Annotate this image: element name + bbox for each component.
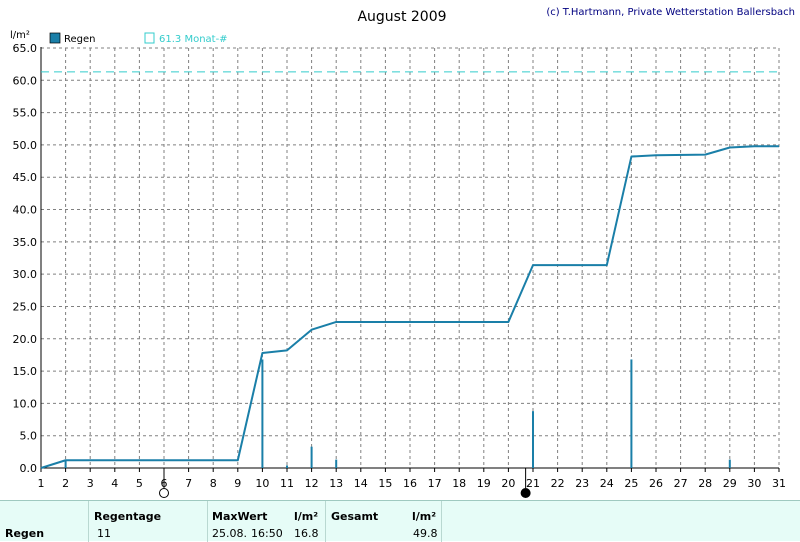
x-tick-label: 4 (111, 477, 118, 490)
x-tick-label: 23 (575, 477, 589, 490)
rain-bar (728, 459, 731, 468)
x-tick-label: 17 (428, 477, 442, 490)
x-tick-label: 3 (87, 477, 94, 490)
new-moon-icon (520, 488, 531, 498)
rain-bar (532, 411, 534, 468)
stats-divider (207, 501, 208, 542)
y-tick-label: 60.0 (13, 74, 38, 87)
x-tick-label: 10 (255, 477, 269, 490)
rain-bar (310, 446, 313, 468)
full-moon-icon (159, 488, 169, 498)
rain-bar (286, 465, 288, 468)
y-tick-label: 20.0 (13, 333, 38, 346)
regentage-value: 11 (97, 527, 111, 540)
y-tick-label: 40.0 (13, 204, 38, 217)
x-tick-label: 27 (674, 477, 688, 490)
x-tick-label: 5 (136, 477, 143, 490)
cumulative-rain-line (40, 145, 779, 469)
y-tick-label: 25.0 (13, 300, 38, 313)
regentage-header: Regentage (94, 510, 162, 523)
rain-bar (335, 459, 338, 468)
x-tick-label: 31 (772, 477, 786, 490)
x-tick-label: 9 (234, 477, 241, 490)
maxwert-unit: l/m² (294, 510, 319, 523)
y-tick-label: 10.0 (13, 397, 38, 410)
stats-divider (88, 501, 89, 542)
x-tick-label: 16 (403, 477, 417, 490)
x-tick-label: 26 (649, 477, 663, 490)
copyright-label: (c) T.Hartmann, Private Wetterstation Ba… (546, 7, 795, 18)
x-tick-label: 14 (354, 477, 368, 490)
x-tick-label: 2 (62, 477, 69, 490)
x-tick-label: 20 (501, 477, 515, 490)
x-tick-label: 28 (698, 477, 712, 490)
x-tick-label: 30 (747, 477, 761, 490)
y-tick-label: 50.0 (13, 139, 38, 152)
x-tick-label: 19 (477, 477, 491, 490)
y-tick-label: 15.0 (13, 365, 38, 378)
maxwert-time: 16:50 (251, 527, 283, 540)
y-tick-label: 0.0 (20, 462, 38, 475)
legend-label-regen: Regen (64, 34, 96, 45)
legend-label-reference: 61.3 Monat-# (159, 34, 228, 45)
y-tick-label: 55.0 (13, 107, 38, 120)
rain-chart: August 2009 (c) T.Hartmann, Private Wett… (10, 7, 795, 498)
legend-swatch-regen (49, 32, 61, 44)
maxwert-date: 25.08. (212, 527, 247, 540)
rain-bar (261, 359, 264, 468)
y-tick-label: 30.0 (13, 268, 38, 281)
statistics-panel: Regen Regentage 11 MaxWert l/m² 25.08. 1… (0, 500, 800, 542)
y-tick-label: 35.0 (13, 236, 38, 249)
x-tick-label: 12 (305, 477, 319, 490)
stats-divider (325, 501, 326, 542)
x-tick-label: 8 (210, 477, 217, 490)
chart-title: August 2009 (357, 9, 446, 25)
plot-area: 0.0 5.0 10.0 15.0 20.0 25.0 30.0 35.0 40.0 45.0 50… (13, 42, 786, 498)
rain-bar (64, 460, 67, 468)
maxwert-header: MaxWert (212, 510, 268, 523)
x-tick-label: 18 (452, 477, 466, 490)
maxwert-value: 16.8 (294, 527, 319, 540)
legend-swatch-reference (144, 32, 155, 44)
gesamt-value: 49.8 (413, 527, 438, 540)
x-tick-label: 13 (329, 477, 343, 490)
y-tick-label: 5.0 (20, 430, 38, 443)
stats-divider (441, 501, 442, 542)
y-axis-unit-label: l/m² (10, 30, 30, 41)
x-tick-label: 21 (526, 477, 540, 490)
stats-row-label: Regen (5, 527, 45, 540)
x-tick-label: 29 (723, 477, 737, 490)
x-tick-label: 7 (185, 477, 192, 490)
gesamt-header: Gesamt (331, 510, 379, 523)
rain-bar (630, 359, 633, 468)
x-tick-label: 15 (378, 477, 392, 490)
x-tick-label: 1 (38, 477, 45, 490)
gesamt-unit: l/m² (412, 510, 437, 523)
y-tick-label: 45.0 (13, 171, 38, 184)
y-tick-label: 65.0 (13, 42, 38, 55)
x-tick-label: 22 (551, 477, 565, 490)
x-tick-label: 24 (600, 477, 614, 490)
x-tick-label: 11 (280, 477, 294, 490)
x-tick-label: 25 (624, 477, 638, 490)
